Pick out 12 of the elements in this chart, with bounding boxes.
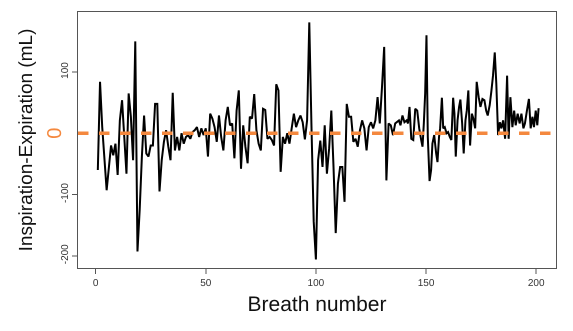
- y-axis-title: Inspiration-Expiration (mL): [16, 28, 37, 252]
- x-tick-label: 100: [308, 278, 325, 289]
- y-tick-label: -100: [60, 182, 71, 204]
- y-tick-label: -200: [60, 244, 71, 264]
- line-series: [96, 21, 540, 260]
- x-tick-label: 50: [200, 278, 212, 289]
- ref-line-label: 0: [44, 128, 66, 139]
- x-axis-title: Breath number: [248, 293, 386, 316]
- x-tick-label: 0: [92, 278, 99, 289]
- y-tick-label: 100: [60, 62, 71, 79]
- x-tick-label: 200: [528, 278, 545, 289]
- x-tick-label: 150: [418, 278, 435, 289]
